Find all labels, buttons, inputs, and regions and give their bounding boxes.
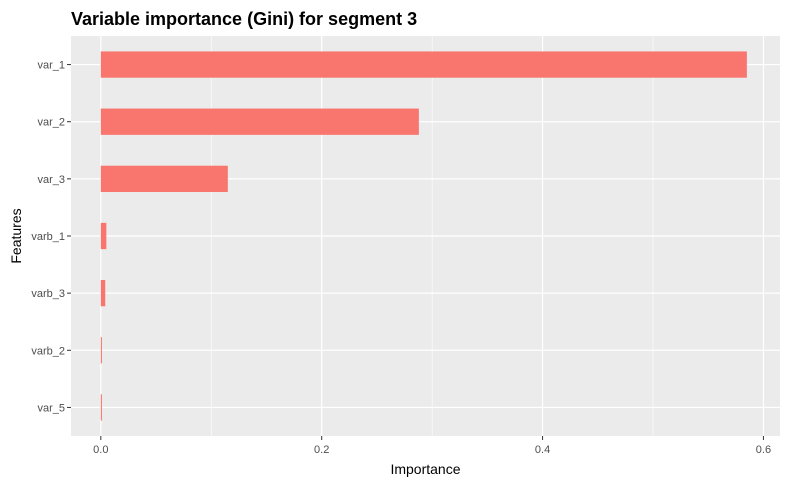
x-tick-label: 0.4 bbox=[535, 444, 550, 456]
y-axis-title: Features bbox=[8, 208, 24, 263]
x-tick-label: 0.0 bbox=[93, 444, 108, 456]
y-tick-label: varb_1 bbox=[31, 231, 65, 243]
bar-var-5 bbox=[100, 394, 102, 421]
x-tick-label: 0.6 bbox=[756, 444, 771, 456]
x-tick-label: 0.2 bbox=[314, 444, 329, 456]
bar-varb-1 bbox=[100, 222, 107, 250]
y-tick-label: var_3 bbox=[37, 174, 65, 186]
bar-var-2 bbox=[100, 108, 419, 135]
chart-title: Variable importance (Gini) for segment 3 bbox=[71, 9, 417, 29]
x-axis-title: Importance bbox=[390, 461, 460, 477]
bar-var-3 bbox=[100, 165, 228, 192]
y-tick-label: varb_3 bbox=[31, 288, 65, 300]
bar-var-1 bbox=[100, 51, 747, 78]
y-tick-label: var_1 bbox=[37, 60, 65, 72]
bar-varb-2 bbox=[100, 337, 102, 364]
x-axis: 0.0 0.2 0.4 0.6 bbox=[93, 436, 771, 456]
y-axis: var_1 var_2 var_3 varb_1 varb_3 varb_2 var_5 bbox=[31, 60, 71, 414]
bars bbox=[100, 51, 747, 421]
y-tick-label: varb_2 bbox=[31, 345, 65, 357]
y-tick-label: var_5 bbox=[37, 402, 65, 414]
bar-varb-3 bbox=[100, 280, 106, 307]
y-tick-label: var_2 bbox=[37, 117, 65, 129]
